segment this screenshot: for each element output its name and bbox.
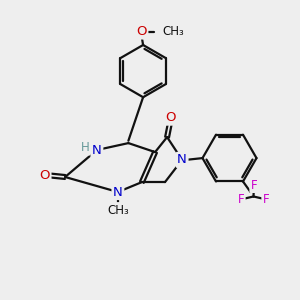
- Text: O: O: [166, 111, 176, 124]
- Text: H: H: [80, 141, 89, 154]
- Text: N: N: [92, 143, 102, 157]
- Text: O: O: [40, 169, 50, 182]
- Text: N: N: [113, 185, 123, 199]
- Text: O: O: [136, 25, 147, 38]
- Text: F: F: [263, 193, 269, 206]
- Text: CH₃: CH₃: [107, 203, 129, 217]
- Text: CH₃: CH₃: [162, 25, 184, 38]
- Text: F: F: [251, 178, 257, 192]
- Text: F: F: [238, 193, 244, 206]
- Text: N: N: [177, 153, 187, 167]
